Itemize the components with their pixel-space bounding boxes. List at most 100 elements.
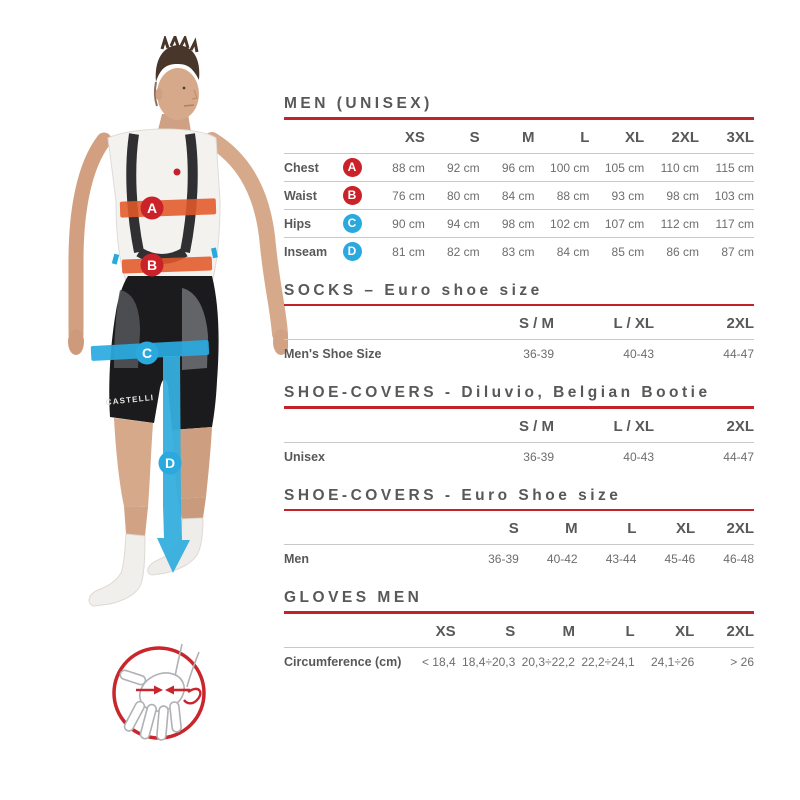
model-nose: [191, 89, 198, 100]
size-value: 86 cm: [644, 236, 700, 265]
size-value: < 18,4: [396, 646, 456, 675]
column-header: XS: [435, 622, 456, 640]
glove-measure-icon: [102, 640, 224, 752]
size-value: 93 cm: [589, 180, 645, 209]
red-rule: [284, 406, 754, 409]
model-head: [157, 68, 199, 120]
size-table-section: SHOE-COVERS - Diluvio, Belgian Bootie S /…: [284, 385, 754, 470]
model-eye: [182, 86, 186, 90]
size-value: 90 cm: [370, 208, 425, 237]
waist-side-tick-right: [211, 247, 218, 259]
column-header: XL: [675, 622, 695, 640]
fit-model-illustration: CASTELLI A B: [68, 32, 289, 607]
column-header: S / M: [518, 315, 554, 332]
size-value: 40-43: [554, 441, 654, 470]
red-rule: [284, 508, 754, 511]
column-header: M: [522, 128, 535, 146]
size-value: > 26: [694, 646, 754, 675]
column-header: 2XL: [671, 128, 700, 146]
model-right-thigh: [172, 427, 212, 499]
row-label: Chest: [284, 152, 334, 181]
size-value: 83 cm: [479, 236, 535, 265]
size-value: 103 cm: [699, 180, 754, 209]
size-value: 107 cm: [589, 208, 645, 237]
column-header: XS: [404, 128, 425, 146]
column-header: L: [580, 128, 590, 146]
size-value: 87 cm: [699, 236, 754, 265]
column-header: L / XL: [613, 315, 654, 332]
size-value: 82 cm: [424, 236, 480, 265]
row-label: Circumference (cm): [284, 646, 401, 675]
model-hair-spikes: [160, 32, 199, 53]
bib-strap-left: [126, 133, 144, 253]
size-table: S M L XL 2XL Men 36-39 40-42 43-44 45-46 46-48: [284, 511, 754, 572]
size-table: XS S M L XL 2XL 3XL Chest A 88 cm 92 cm 96 cm 100 cm…: [284, 120, 754, 265]
red-rule: [284, 611, 754, 614]
section-title: MEN (UNISEX): [284, 95, 433, 112]
model-hair: [155, 45, 200, 82]
column-header: XL: [676, 520, 696, 537]
marker-badge-C: C: [135, 341, 159, 365]
chest-measure-band: [119, 198, 217, 218]
model-right-knee: [178, 497, 206, 519]
finger-4: [169, 701, 182, 733]
column-header: S: [505, 622, 516, 640]
size-value: 43-44: [577, 544, 637, 572]
column-header: 3XL: [726, 128, 754, 146]
red-rule: [284, 117, 754, 120]
marker-badge-cell: C: [334, 208, 370, 237]
size-value: 112 cm: [644, 208, 700, 237]
marker-badge: D: [342, 242, 362, 261]
chest-logo: [173, 168, 181, 176]
size-value: 18,4÷20,3: [455, 646, 516, 675]
size-value: 88 cm: [370, 152, 425, 181]
column-header: 2XL: [726, 315, 754, 332]
table-row: Circumference (cm) < 18,4 18,4÷20,3 20,3÷22…: [284, 646, 754, 675]
model-left-arm: [68, 132, 112, 342]
model-left-hand: [68, 329, 84, 355]
finger-3: [156, 705, 169, 741]
table-row: Waist B 76 cm 80 cm 84 cm 88 cm 93 cm 98 cm 103 …: [284, 180, 754, 209]
marker-badge-B: B: [140, 253, 164, 277]
row-label-spacer: [284, 306, 454, 340]
marker-badge: A: [342, 158, 362, 177]
column-header: L: [625, 622, 635, 640]
row-label: Unisex: [284, 441, 454, 470]
model-sideburn: [153, 81, 158, 107]
model-left-knee: [124, 506, 148, 536]
size-value: 36-39: [454, 339, 554, 367]
row-label-spacer: [284, 614, 396, 648]
model-ear: [155, 88, 163, 100]
size-value: 94 cm: [424, 208, 480, 237]
marker-badge-cell: A: [334, 152, 370, 181]
table-row: Inseam D 81 cm 82 cm 83 cm 84 cm 85 cm 86 cm 87 …: [284, 236, 754, 265]
size-value: 110 cm: [644, 152, 700, 181]
size-value: 105 cm: [589, 152, 645, 181]
size-table: S / M L / XL 2XL Unisex 36-39 40-43 44-47: [284, 409, 754, 470]
marker-badge-A: A: [140, 196, 164, 220]
hand-circumference-illustration: [112, 643, 206, 741]
fit-model-figure: CASTELLI A B: [36, 32, 289, 636]
size-value: 76 cm: [370, 180, 425, 209]
size-value: 22,2÷24,1: [574, 646, 635, 675]
row-label: Waist: [284, 180, 334, 209]
svg-text:B: B: [147, 257, 157, 273]
header-row: S / M L / XL 2XL: [284, 409, 754, 443]
red-rule: [284, 303, 754, 306]
marker-badge-D: D: [158, 451, 182, 475]
size-value: 102 cm: [534, 208, 590, 237]
column-header: S / M: [518, 417, 554, 435]
size-value: 40-42: [518, 544, 578, 572]
size-value: 24,1÷26: [634, 646, 695, 675]
size-value: 81 cm: [370, 236, 425, 265]
column-header: 2XL: [726, 622, 754, 640]
size-table-section: SOCKS – Euro shoe size S / M L / XL 2XL Men'…: [284, 282, 754, 367]
row-label-spacer: [284, 120, 370, 154]
size-value: 46-48: [695, 544, 754, 572]
waist-side-tick-left: [111, 253, 120, 265]
size-value: 117 cm: [699, 208, 754, 237]
svg-text:D: D: [165, 455, 175, 471]
column-header: S: [469, 128, 480, 146]
size-value: 80 cm: [424, 180, 480, 209]
